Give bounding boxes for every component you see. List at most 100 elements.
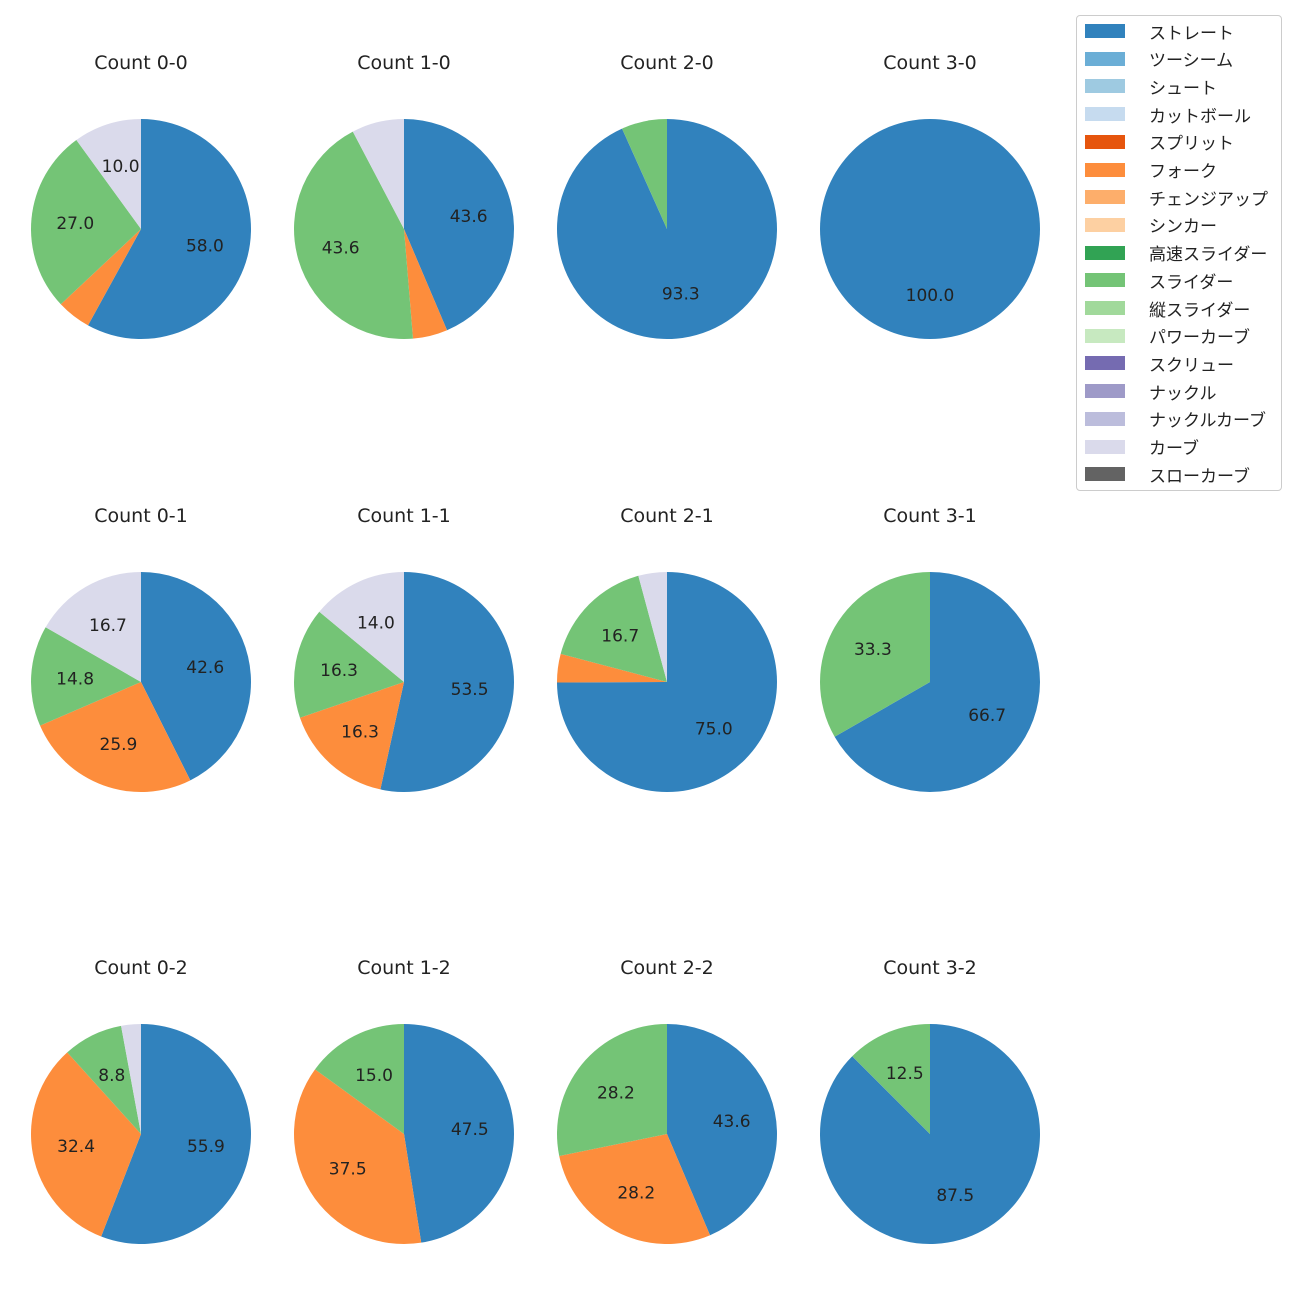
- pie-count-2-1-title: Count 2-1: [620, 505, 714, 527]
- pie-count-0-0-title: Count 0-0: [94, 52, 188, 74]
- legend-swatch: [1085, 273, 1125, 288]
- pie-count-1-2: Count 1-2 47.5 37.5 15.0: [294, 957, 515, 1245]
- pie-count-3-0-slice-0-label: 100.0: [906, 286, 955, 306]
- legend-item: スクリュー: [1085, 353, 1234, 376]
- pie-count-3-2-slice-1-label: 12.5: [886, 1064, 924, 1084]
- legend-label: スクリュー: [1149, 355, 1234, 376]
- legend-item: ナックルカーブ: [1085, 409, 1266, 432]
- legend-item: パワーカーブ: [1085, 326, 1250, 349]
- pie-count-3-0-slice-0: [820, 119, 1040, 339]
- pie-count-2-0: Count 2-0 93.3: [557, 52, 777, 339]
- pie-count-1-0-slice-2-label: 43.6: [322, 238, 360, 258]
- legend-item: フォーク: [1085, 160, 1217, 182]
- pie-count-1-2-title: Count 1-2: [357, 957, 451, 979]
- pie-count-0-0-slice-3-label: 10.0: [102, 157, 140, 177]
- pie-count-0-1-slice-0: [141, 572, 252, 781]
- pie-count-0-1-slice-1-label: 25.9: [100, 735, 138, 755]
- legend-label: スライダー: [1149, 272, 1234, 293]
- legend-label: ストレート: [1149, 23, 1234, 44]
- pie-count-0-1-slice-3-label: 16.7: [89, 616, 127, 636]
- legend-item: スライダー: [1085, 270, 1234, 293]
- legend-swatch: [1085, 79, 1125, 94]
- pie-count-0-1: Count 0-1 42.6 25.9 14.8 16.7: [30, 505, 252, 792]
- legend-label: カットボール: [1149, 106, 1251, 127]
- pie-count-2-0-slice-1: [622, 119, 667, 229]
- pie-count-2-1-slice-1: [556, 653, 667, 683]
- pie-count-0-2-slice-0-label: 55.9: [187, 1137, 225, 1157]
- legend-item: チェンジアップ: [1085, 187, 1268, 210]
- legend-swatch: [1085, 411, 1125, 426]
- pie-count-2-1-slice-3: [638, 572, 667, 682]
- pie-count-0-1-slice-1: [40, 682, 191, 792]
- legend-label: シュート: [1149, 78, 1217, 99]
- pie-count-2-2-slice-0-label: 43.6: [713, 1112, 751, 1132]
- pie-count-3-0: Count 3-0 100.0: [820, 52, 1040, 339]
- legend-label: チェンジアップ: [1149, 189, 1268, 210]
- pie-count-0-1-slice-2-label: 14.8: [56, 669, 94, 689]
- legend-item: カーブ: [1085, 437, 1199, 459]
- pie-count-3-0-title: Count 3-0: [883, 52, 977, 74]
- pie-count-1-1-slice-0-label: 53.5: [451, 680, 489, 700]
- pie-count-2-1-slice-0: [557, 572, 777, 792]
- pie-count-2-2-slice-2: [556, 1024, 667, 1156]
- pie-count-3-1-slice-0: [834, 572, 1040, 792]
- pie-count-1-0: Count 1-0 43.6 43.6: [294, 52, 514, 339]
- pie-count-2-0-slice-0-label: 93.3: [662, 285, 700, 305]
- legend-label: ナックル: [1149, 383, 1217, 404]
- pie-count-1-2-slice-1-label: 37.5: [329, 1159, 367, 1179]
- pie-count-3-2-slice-0: [820, 1024, 1041, 1245]
- legend-item: カットボール: [1085, 104, 1251, 127]
- pie-count-0-0-slice-2-label: 27.0: [56, 214, 94, 234]
- pie-count-0-0-slice-2: [31, 140, 142, 305]
- pie-count-3-2-slice-1: [852, 1024, 930, 1134]
- pie-count-2-2-slice-1-label: 28.2: [617, 1183, 655, 1203]
- legend-item: 縦スライダー: [1085, 298, 1250, 321]
- pie-count-3-2-slice-0-label: 87.5: [936, 1186, 974, 1206]
- legend-label: シンカー: [1149, 217, 1217, 238]
- legend-swatch: [1085, 384, 1125, 399]
- legend-item: ナックル: [1085, 381, 1217, 404]
- pie-count-1-2-slice-0-label: 47.5: [451, 1120, 489, 1140]
- legend-label: パワーカーブ: [1149, 328, 1250, 349]
- pie-count-1-0-slice-3: [352, 119, 404, 229]
- legend-item: ストレート: [1085, 21, 1234, 44]
- pie-count-1-0-slice-1: [404, 229, 448, 339]
- legend-swatch: [1085, 162, 1125, 177]
- pie-count-0-2-slice-3: [121, 1024, 141, 1134]
- pie-count-0-2-slice-1-label: 32.4: [57, 1137, 95, 1157]
- pie-count-3-2-title: Count 3-2: [883, 957, 977, 979]
- legend-label: ナックルカーブ: [1149, 411, 1266, 432]
- legend-label: スプリット: [1149, 134, 1234, 155]
- legend-swatch: [1085, 245, 1125, 260]
- legend-swatch: [1085, 467, 1125, 482]
- legend-item: シンカー: [1085, 215, 1217, 238]
- pie-count-1-0-slice-0: [404, 119, 514, 331]
- pie-count-2-2-slice-0: [667, 1024, 777, 1236]
- legend-item: ツーシーム: [1085, 49, 1234, 72]
- pie-count-0-2-slice-2: [67, 1025, 141, 1134]
- pie-count-1-1: Count 1-1 53.5 16.3 16.3 14.0: [294, 505, 514, 792]
- legend-item: シュート: [1085, 76, 1217, 99]
- pie-count-2-0-title: Count 2-0: [620, 52, 714, 74]
- pie-count-2-1: Count 2-1 75.0 16.7: [556, 505, 777, 792]
- pie-count-0-0: Count 0-0 58.0 27.0 10.0: [31, 52, 251, 339]
- legend-label: ツーシーム: [1149, 51, 1234, 72]
- legend-swatch: [1085, 24, 1125, 38]
- legend-swatch: [1085, 301, 1125, 315]
- legend-item: スプリット: [1085, 132, 1234, 155]
- legend: ストレートツーシームシュートカットボール スプリットフォークチェンジアップ シンカー…: [1076, 15, 1282, 491]
- pie-count-0-1-slice-2: [30, 627, 142, 726]
- pie-count-0-1-title: Count 0-1: [94, 505, 188, 527]
- pie-count-0-1-slice-3: [45, 572, 141, 682]
- legend-item: スローカーブ: [1085, 464, 1250, 487]
- pie-count-3-1-title: Count 3-1: [883, 505, 977, 527]
- legend-swatch: [1085, 134, 1125, 149]
- pie-count-1-0-slice-2: [294, 131, 413, 339]
- pie-count-1-1-slice-1: [299, 682, 404, 790]
- pie-count-3-1-slice-0-label: 66.7: [968, 706, 1006, 726]
- pie-count-1-2-slice-2: [315, 1024, 404, 1134]
- pie-count-2-1-slice-0-label: 75.0: [695, 720, 733, 740]
- legend-swatch: [1085, 356, 1125, 371]
- pie-count-2-2: Count 2-2 43.6 28.2 28.2: [556, 957, 777, 1244]
